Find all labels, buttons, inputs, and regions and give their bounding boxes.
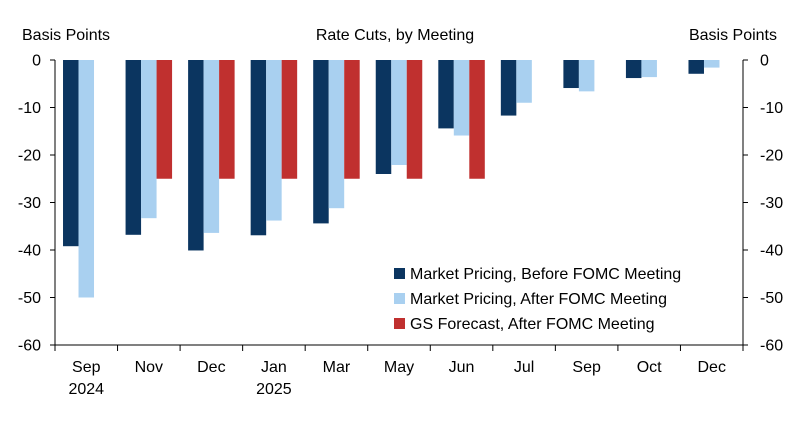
bar bbox=[703, 60, 720, 68]
legend-swatch bbox=[394, 293, 405, 304]
bar bbox=[203, 60, 220, 233]
legend-swatch bbox=[394, 318, 405, 329]
bar bbox=[516, 60, 532, 103]
bar bbox=[281, 60, 298, 179]
x-tick-sublabel: 2025 bbox=[256, 381, 292, 398]
bar bbox=[500, 60, 517, 116]
y-tick-label-right: -60 bbox=[760, 338, 783, 355]
y-axis-label-left: Basis Points bbox=[22, 27, 110, 44]
y-axis-label-right: Basis Points bbox=[689, 27, 777, 44]
bar bbox=[641, 60, 657, 78]
x-tick-label: Dec bbox=[698, 359, 726, 376]
x-tick-label: Jun bbox=[449, 359, 475, 376]
bar bbox=[219, 60, 235, 179]
y-tick-label-left: -20 bbox=[18, 148, 41, 165]
y-tick-label-right: 0 bbox=[760, 53, 769, 70]
bar bbox=[375, 60, 392, 174]
x-tick-label: Sep bbox=[572, 359, 601, 376]
x-tick-label: Nov bbox=[135, 359, 163, 376]
bar bbox=[391, 60, 407, 165]
bar bbox=[563, 60, 579, 89]
y-tick-label-left: -50 bbox=[18, 290, 41, 307]
x-tick-sublabel: 2024 bbox=[68, 381, 104, 398]
y-tick-label-right: -40 bbox=[760, 243, 783, 260]
y-tick-label-left: -60 bbox=[18, 338, 41, 355]
bar bbox=[313, 60, 329, 224]
bar bbox=[328, 60, 345, 209]
bar bbox=[453, 60, 470, 136]
bar bbox=[156, 60, 173, 179]
bar bbox=[188, 60, 204, 251]
bar bbox=[250, 60, 267, 236]
legend-label: Market Pricing, After FOMC Meeting bbox=[410, 291, 667, 308]
bar bbox=[63, 60, 79, 247]
x-tick-label: Jul bbox=[514, 359, 534, 376]
y-tick-label-right: -50 bbox=[760, 290, 783, 307]
bar bbox=[266, 60, 282, 221]
y-tick-label-left: -30 bbox=[18, 195, 41, 212]
plot-area: 0 0 -10 -10 -20 -20 -30 -30 -40 -40 -50 -50 -60 -60 Se… bbox=[18, 53, 783, 399]
bar bbox=[469, 60, 485, 179]
legend-swatch bbox=[394, 268, 405, 279]
x-tick-label: Jan bbox=[261, 359, 287, 376]
chart-title: Rate Cuts, by Meeting bbox=[316, 27, 474, 44]
x-tick-label: May bbox=[384, 359, 414, 376]
bar bbox=[578, 60, 595, 92]
y-tick-label-right: -10 bbox=[760, 100, 783, 117]
y-tick-label-right: -20 bbox=[760, 148, 783, 165]
x-tick-label: Oct bbox=[637, 359, 662, 376]
legend: Market Pricing, Before FOMC Meeting Marke… bbox=[394, 266, 681, 333]
bar bbox=[78, 60, 95, 298]
y-tick-label-left: -10 bbox=[18, 100, 41, 117]
y-tick-label-left: -40 bbox=[18, 243, 41, 260]
bar bbox=[344, 60, 360, 179]
legend-label: GS Forecast, After FOMC Meeting bbox=[410, 316, 655, 333]
bar bbox=[438, 60, 454, 129]
bar bbox=[625, 60, 642, 79]
x-tick-label: Mar bbox=[323, 359, 351, 376]
x-tick-label: Dec bbox=[197, 359, 225, 376]
bar bbox=[406, 60, 423, 179]
x-tick-label: Sep bbox=[72, 359, 101, 376]
bar bbox=[125, 60, 142, 235]
y-tick-label-right: -30 bbox=[760, 195, 783, 212]
legend-label: Market Pricing, Before FOMC Meeting bbox=[410, 266, 681, 283]
bar bbox=[141, 60, 157, 219]
bar bbox=[688, 60, 704, 74]
y-tick-label-left: 0 bbox=[32, 53, 41, 70]
